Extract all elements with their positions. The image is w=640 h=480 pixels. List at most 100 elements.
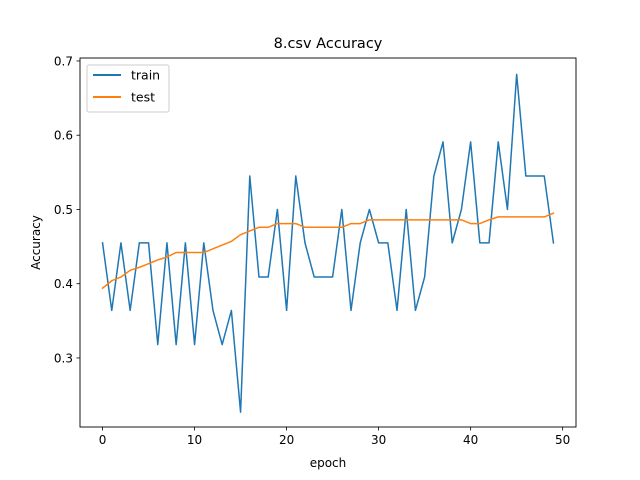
data-point-test [231, 241, 232, 242]
x-tick-label: 0 [99, 433, 107, 447]
data-point-train [102, 242, 103, 243]
data-point-train [498, 141, 499, 142]
data-point-train [323, 276, 324, 277]
data-point-train [148, 242, 149, 243]
data-point-test [396, 219, 397, 220]
data-point-test [479, 223, 480, 224]
data-point-train [415, 310, 416, 311]
data-point-test [120, 276, 121, 277]
series-test [101, 212, 555, 290]
data-point-test [157, 259, 158, 260]
data-point-test [277, 223, 278, 224]
data-point-train [249, 175, 250, 176]
data-point-train [452, 242, 453, 243]
data-point-test [185, 252, 186, 253]
data-point-train [130, 310, 131, 311]
data-point-train [295, 175, 296, 176]
y-tick-label: 0.4 [54, 277, 73, 291]
data-point-test [148, 263, 149, 264]
data-point-test [304, 227, 305, 228]
data-point-train [433, 175, 434, 176]
data-point-test [212, 248, 213, 249]
data-point-test [498, 216, 499, 217]
data-point-train [286, 310, 287, 311]
data-point-test [378, 219, 379, 220]
data-point-train [516, 74, 517, 75]
data-point-train [507, 209, 508, 210]
data-point-test [507, 216, 508, 217]
y-tick-label: 0.6 [54, 129, 73, 143]
data-point-train [139, 242, 140, 243]
data-point-train [341, 209, 342, 210]
data-point-test [258, 227, 259, 228]
data-point-test [295, 223, 296, 224]
data-point-test [461, 219, 462, 220]
x-axis-title: epoch [310, 456, 347, 470]
data-point-train [304, 242, 305, 243]
data-point-train [553, 242, 554, 243]
y-axis-title: Accuracy [29, 215, 43, 270]
data-point-train [120, 242, 121, 243]
data-point-test [240, 234, 241, 235]
data-point-test [360, 223, 361, 224]
data-point-train [240, 412, 241, 413]
y-tick-label: 0.3 [54, 351, 73, 365]
data-point-train [461, 209, 462, 210]
data-point-train [332, 276, 333, 277]
x-tick-label: 10 [187, 433, 202, 447]
data-point-test [166, 256, 167, 257]
legend-label-test: test [131, 90, 155, 105]
data-point-test [544, 216, 545, 217]
data-point-train [111, 310, 112, 311]
x-tick-label: 40 [463, 433, 478, 447]
legend-frame [86, 64, 170, 113]
data-point-test [452, 219, 453, 220]
data-point-test [222, 245, 223, 246]
chart-title: 8.csv Accuracy [274, 36, 383, 52]
data-point-train [488, 242, 489, 243]
data-point-test [323, 227, 324, 228]
data-point-test [534, 216, 535, 217]
data-point-train [525, 175, 526, 176]
data-point-train [442, 141, 443, 142]
data-point-test [286, 223, 287, 224]
data-point-test [314, 227, 315, 228]
data-point-test [350, 223, 351, 224]
data-point-test [488, 219, 489, 220]
series-train [101, 73, 555, 413]
data-point-train [166, 242, 167, 243]
data-point-train [185, 242, 186, 243]
data-point-train [231, 310, 232, 311]
data-point-train [360, 242, 361, 243]
series-line-test [101, 212, 555, 290]
data-point-train [157, 344, 158, 345]
data-point-test [139, 267, 140, 268]
data-point-train [212, 310, 213, 311]
data-point-train [424, 276, 425, 277]
data-point-train [277, 209, 278, 210]
data-point-test [415, 219, 416, 220]
data-point-test [332, 227, 333, 228]
data-point-train [387, 242, 388, 243]
data-point-test [553, 213, 554, 214]
data-point-train [176, 344, 177, 345]
data-point-train [406, 209, 407, 210]
data-point-test [102, 288, 103, 289]
data-point-test [111, 280, 112, 281]
data-point-train [479, 242, 480, 243]
data-point-test [203, 252, 204, 253]
data-point-test [406, 219, 407, 220]
data-point-test [176, 252, 177, 253]
data-point-train [314, 276, 315, 277]
series-line-train [101, 73, 555, 413]
data-point-test [470, 223, 471, 224]
legend-label-train: train [131, 68, 160, 83]
data-point-train [194, 344, 195, 345]
data-point-train [470, 141, 471, 142]
x-tick-label: 20 [279, 433, 294, 447]
data-point-train [222, 344, 223, 345]
x-tick-label: 30 [371, 433, 386, 447]
data-point-test [130, 270, 131, 271]
data-point-train [378, 242, 379, 243]
